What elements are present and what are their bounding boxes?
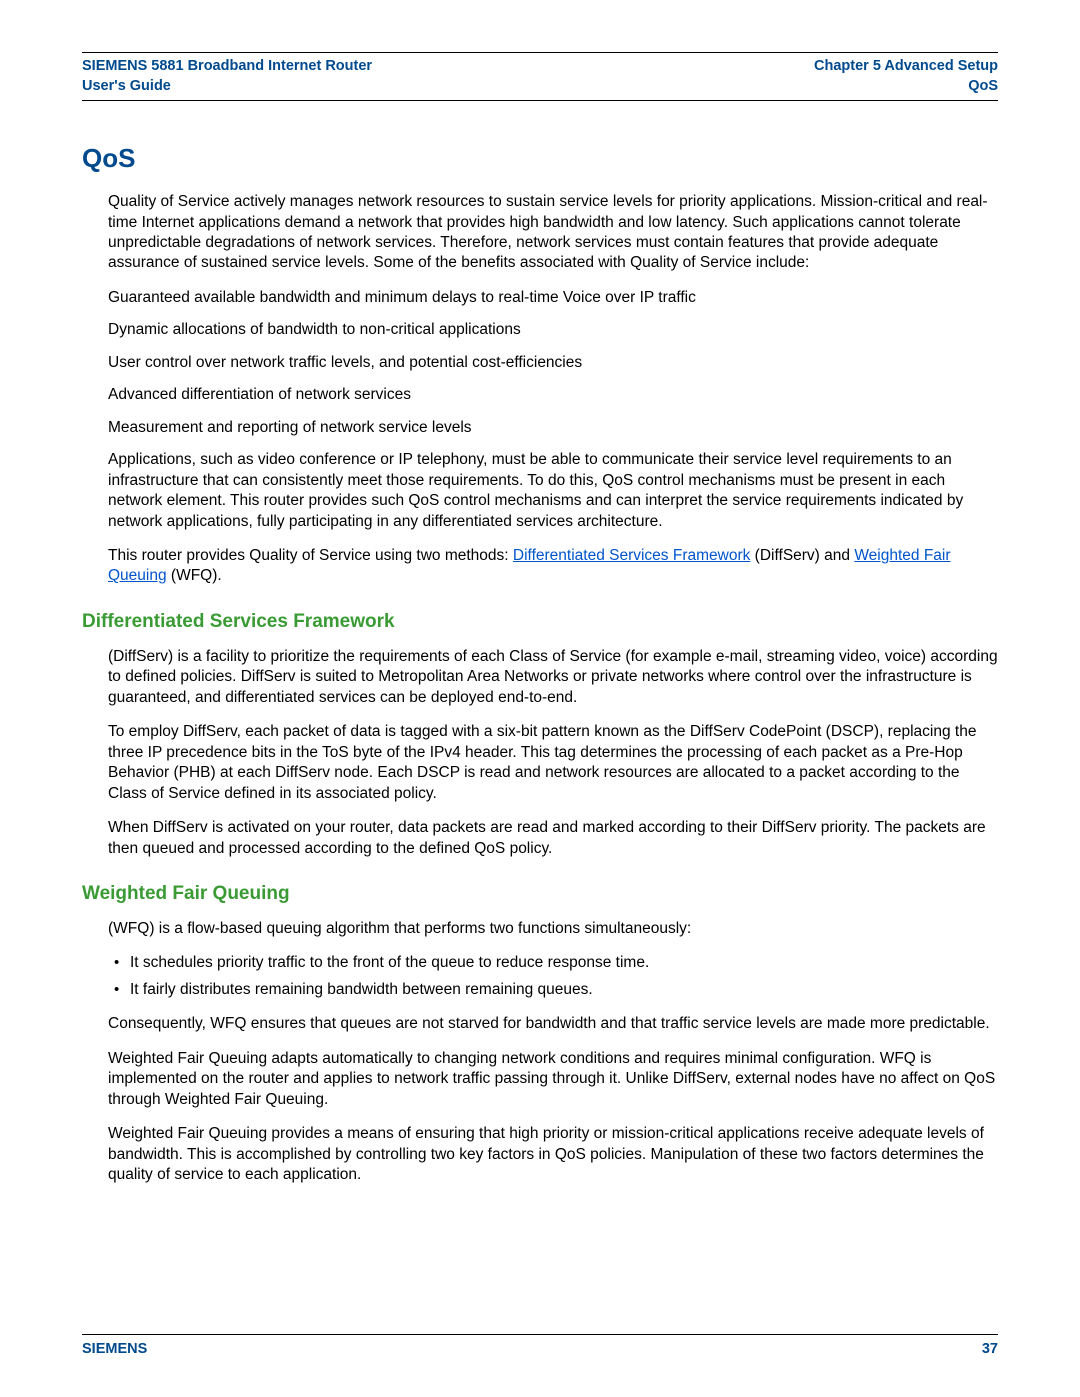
methods-mid: (DiffServ) and bbox=[750, 547, 854, 564]
list-item: It schedules priority traffic to the fro… bbox=[108, 953, 998, 973]
methods-paragraph: This router provides Quality of Service … bbox=[108, 546, 998, 587]
benefit-item: Guaranteed available bandwidth and minim… bbox=[108, 288, 998, 308]
diffserv-p3: When DiffServ is activated on your route… bbox=[108, 818, 998, 859]
diffserv-p2: To employ DiffServ, each packet of data … bbox=[108, 722, 998, 804]
benefit-item: Advanced differentiation of network serv… bbox=[108, 385, 998, 405]
footer-page-number: 37 bbox=[982, 1341, 998, 1357]
benefit-item: Measurement and reporting of network ser… bbox=[108, 418, 998, 438]
benefit-item: Dynamic allocations of bandwidth to non-… bbox=[108, 320, 998, 340]
page-header: SIEMENS 5881 Broadband Internet Router U… bbox=[82, 57, 998, 96]
diffserv-p1: (DiffServ) is a facility to prioritize t… bbox=[108, 647, 998, 708]
header-rule-top bbox=[82, 52, 998, 53]
list-item: It fairly distributes remaining bandwidt… bbox=[108, 980, 998, 1000]
footer-rule bbox=[82, 1334, 998, 1335]
methods-suffix: (WFQ). bbox=[167, 567, 222, 584]
wfq-p3: Weighted Fair Queuing adapts automatical… bbox=[108, 1049, 998, 1110]
diffserv-link[interactable]: Differentiated Services Framework bbox=[513, 547, 750, 564]
footer-brand: SIEMENS bbox=[82, 1341, 147, 1357]
benefit-item: User control over network traffic levels… bbox=[108, 353, 998, 373]
wfq-bullets: It schedules priority traffic to the fro… bbox=[108, 953, 998, 1000]
header-section: QoS bbox=[814, 77, 998, 97]
wfq-p4: Weighted Fair Queuing provides a means o… bbox=[108, 1124, 998, 1185]
page-title: QoS bbox=[82, 143, 998, 174]
wfq-p2: Consequently, WFQ ensures that queues ar… bbox=[108, 1014, 998, 1034]
header-product: SIEMENS 5881 Broadband Internet Router bbox=[82, 57, 372, 77]
header-rule-bottom bbox=[82, 100, 998, 101]
page-footer: SIEMENS 37 bbox=[82, 1341, 998, 1357]
header-guide: User's Guide bbox=[82, 77, 372, 97]
diffserv-heading: Differentiated Services Framework bbox=[82, 611, 998, 633]
header-chapter: Chapter 5 Advanced Setup bbox=[814, 57, 998, 77]
applications-paragraph: Applications, such as video conference o… bbox=[108, 450, 998, 532]
intro-paragraph: Quality of Service actively manages netw… bbox=[108, 192, 998, 274]
wfq-p1: (WFQ) is a flow-based queuing algorithm … bbox=[108, 919, 998, 939]
wfq-heading: Weighted Fair Queuing bbox=[82, 883, 998, 905]
methods-prefix: This router provides Quality of Service … bbox=[108, 547, 513, 564]
